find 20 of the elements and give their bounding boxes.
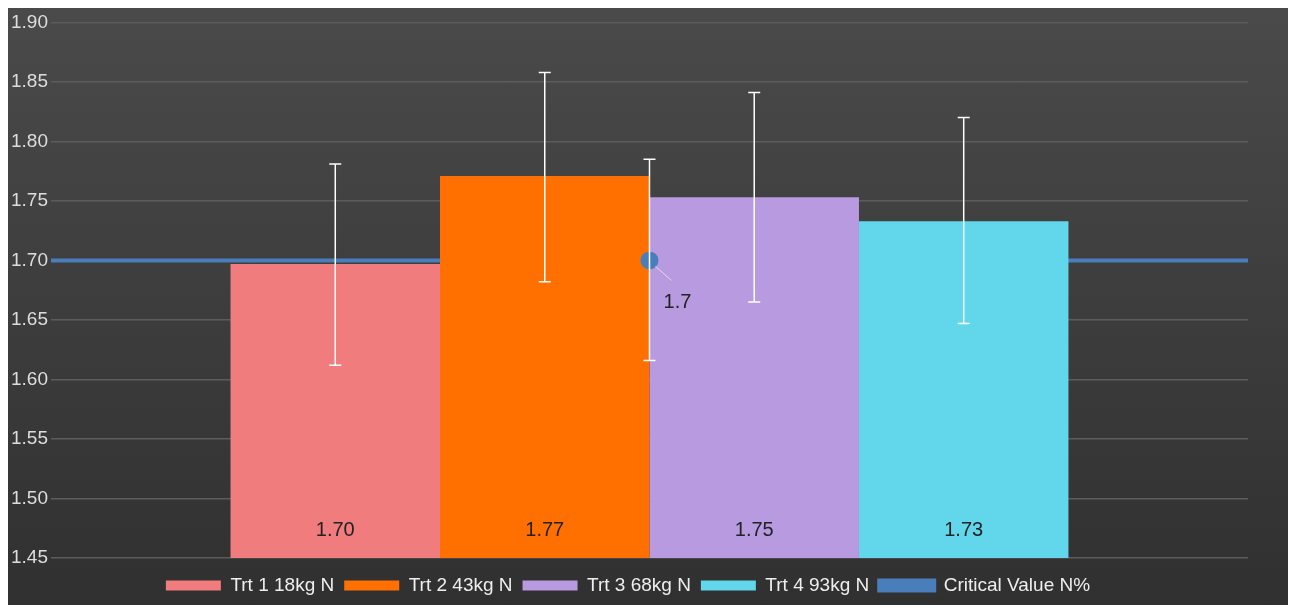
data-label: 1.7	[663, 289, 692, 312]
data-label: 1.77	[525, 517, 565, 540]
legend-label: Trt 4 93kg N	[765, 573, 870, 595]
data-label: 1.73	[944, 517, 984, 540]
data-label: 1.70	[315, 517, 355, 540]
y-tick-label: 1.85	[11, 70, 48, 92]
y-tick-label: 1.75	[11, 189, 48, 211]
y-tick-label: 1.50	[11, 486, 48, 508]
legend-label: Trt 2 43kg N	[408, 573, 513, 595]
legend-label: Trt 1 18kg N	[230, 573, 335, 595]
y-tick-label: 1.45	[11, 546, 48, 568]
y-tick-label: 1.55	[11, 427, 48, 449]
y-tick-label: 1.60	[11, 367, 48, 389]
y-tick-label: 1.90	[11, 10, 48, 32]
data-label: 1.75	[734, 517, 774, 540]
y-tick-label: 1.80	[11, 129, 48, 151]
y-tick-label: 1.70	[11, 248, 48, 270]
legend-label: Trt 3 68kg N	[587, 573, 691, 595]
legend-label: Critical Value N%	[943, 573, 1091, 595]
y-tick-label: 1.65	[11, 308, 48, 330]
